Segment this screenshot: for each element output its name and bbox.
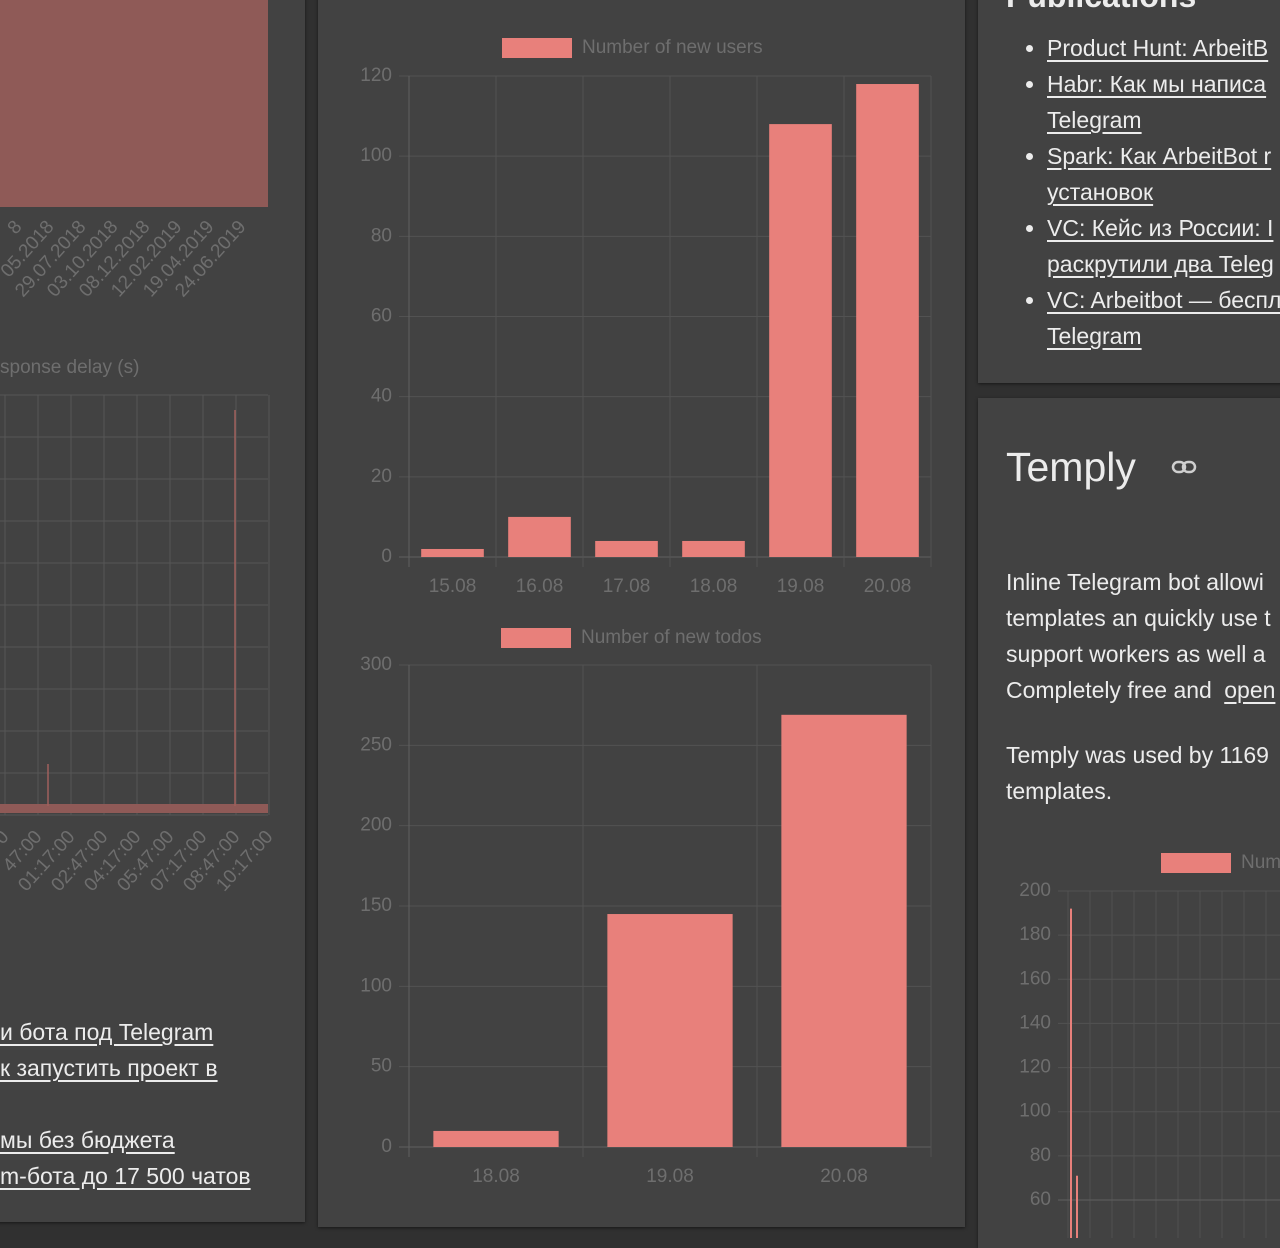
text-line: templates.: [1006, 778, 1113, 804]
y-tick-label: 180: [1019, 924, 1051, 945]
y-tick-label: 140: [1019, 1012, 1051, 1033]
bar: [781, 714, 907, 1147]
publications-title: Publications: [1006, 0, 1196, 16]
bar: [421, 548, 484, 557]
link[interactable]: VC: Кейс из России: I: [1047, 215, 1274, 241]
bar: [433, 1130, 559, 1147]
bar: [508, 516, 571, 557]
delay-chart-grid: [0, 394, 270, 816]
publications-card: [978, 0, 1280, 383]
y-tick-label: 160: [1019, 968, 1051, 989]
publications-list: Product Hunt: ArbeitB Habr: Как мы написа…: [1047, 30, 1280, 354]
y-tick-label: 100: [1019, 1101, 1051, 1122]
link[interactable]: и бота под Telegram: [0, 1019, 214, 1045]
left-link-list: и бота под Telegram к запустить проект в…: [0, 1014, 251, 1194]
bar: [856, 84, 919, 558]
legend-swatch: [1161, 853, 1231, 873]
delay-line: [0, 804, 268, 813]
x-tick-label: 20.08: [820, 1166, 868, 1187]
x-tick-label: 17.08: [603, 576, 651, 597]
bar: [595, 540, 658, 557]
area-chart-fill: [0, 0, 268, 207]
y-tick-label: 150: [360, 895, 392, 916]
x-tick-label: 0: [0, 827, 13, 849]
list: Product Hunt: ArbeitB Habr: Как мы написа…: [1047, 30, 1280, 354]
y-tick-label: 120: [1019, 1057, 1051, 1078]
link[interactable]: open: [1224, 677, 1276, 703]
link[interactable]: Spark: Как ArbeitBot r: [1047, 143, 1272, 169]
y-tick-label: 120: [360, 65, 392, 86]
link[interactable]: m-бота до 17 500 чатов: [0, 1163, 251, 1189]
y-tick-label: 0: [381, 546, 392, 567]
x-tick-label: 19.08: [777, 576, 825, 597]
link[interactable]: Habr: Как мы написа: [1047, 71, 1267, 97]
y-tick-label: 80: [1030, 1145, 1051, 1166]
bar: [607, 914, 733, 1147]
y-tick-label: 60: [1030, 1189, 1051, 1210]
x-tick-label: 20.08: [864, 576, 912, 597]
text-line: Temply was used by 1169: [1006, 742, 1269, 768]
y-tick-label: 200: [1019, 880, 1051, 901]
list-item: Product Hunt: ArbeitB: [1047, 30, 1280, 66]
list-item: Habr: Как мы написа Telegram: [1047, 66, 1280, 138]
bar: [769, 124, 832, 557]
temply-title: Temply: [1006, 444, 1136, 490]
legend-label: Num: [1241, 852, 1280, 873]
y-tick-label: 0: [381, 1136, 392, 1157]
x-tick-label: 19.08: [646, 1166, 694, 1187]
legend-swatch: [502, 38, 572, 58]
y-tick-label: 250: [360, 734, 392, 755]
y-tick-label: 20: [371, 466, 392, 487]
x-tick-label: 18.08: [472, 1166, 520, 1187]
y-tick-label: 50: [371, 1056, 392, 1077]
list-item: VC: Arbeitbot — беспл Telegram: [1047, 282, 1280, 354]
y-tick-label: 80: [371, 225, 392, 246]
legend-label: Number of new users: [582, 37, 763, 58]
temply-card: [978, 398, 1280, 1248]
link[interactable]: к запустить проект в: [0, 1055, 218, 1081]
delay-legend: sponse delay (s): [0, 357, 139, 378]
y-tick-label: 40: [371, 386, 392, 407]
y-tick-label: 100: [360, 975, 392, 996]
x-tick-label: 15.08: [429, 576, 477, 597]
link[interactable]: раскрутили два Teleg: [1047, 251, 1274, 277]
link[interactable]: установок: [1047, 179, 1154, 205]
link[interactable]: Telegram: [1047, 323, 1142, 349]
y-tick-label: 60: [371, 306, 392, 327]
y-tick-label: 200: [360, 815, 392, 836]
y-tick-label: 300: [360, 654, 392, 675]
bar: [682, 540, 745, 557]
x-tick-label: 8: [4, 217, 27, 239]
link[interactable]: Product Hunt: ArbeitB: [1047, 35, 1269, 61]
text-line: support workers as well a: [1006, 641, 1266, 667]
text-line: Inline Telegram bot allowi: [1006, 569, 1264, 595]
text-line: templates an quickly use t: [1006, 605, 1271, 631]
list-item: Spark: Как ArbeitBot r установок: [1047, 138, 1280, 210]
legend-swatch: [501, 628, 571, 648]
link-icon: [1171, 460, 1197, 474]
temply-paragraph: Temply was used by 1169 templates.: [1006, 737, 1269, 809]
link[interactable]: мы без бюджета: [0, 1127, 175, 1153]
link[interactable]: Telegram: [1047, 107, 1142, 133]
temply-chart-grid: [1067, 891, 1267, 1238]
list-item: VC: Кейс из России: I раскрутили два Tele…: [1047, 210, 1280, 282]
temply-paragraph: Inline Telegram bot allowi templates an …: [1006, 564, 1275, 708]
legend-label: Number of new todos: [581, 627, 762, 648]
y-tick-label: 100: [360, 145, 392, 166]
text-line: Completely free and: [1006, 677, 1212, 703]
link[interactable]: VC: Arbeitbot — беспл: [1047, 287, 1280, 313]
x-tick-label: 18.08: [690, 576, 738, 597]
x-tick-label: 16.08: [516, 576, 564, 597]
